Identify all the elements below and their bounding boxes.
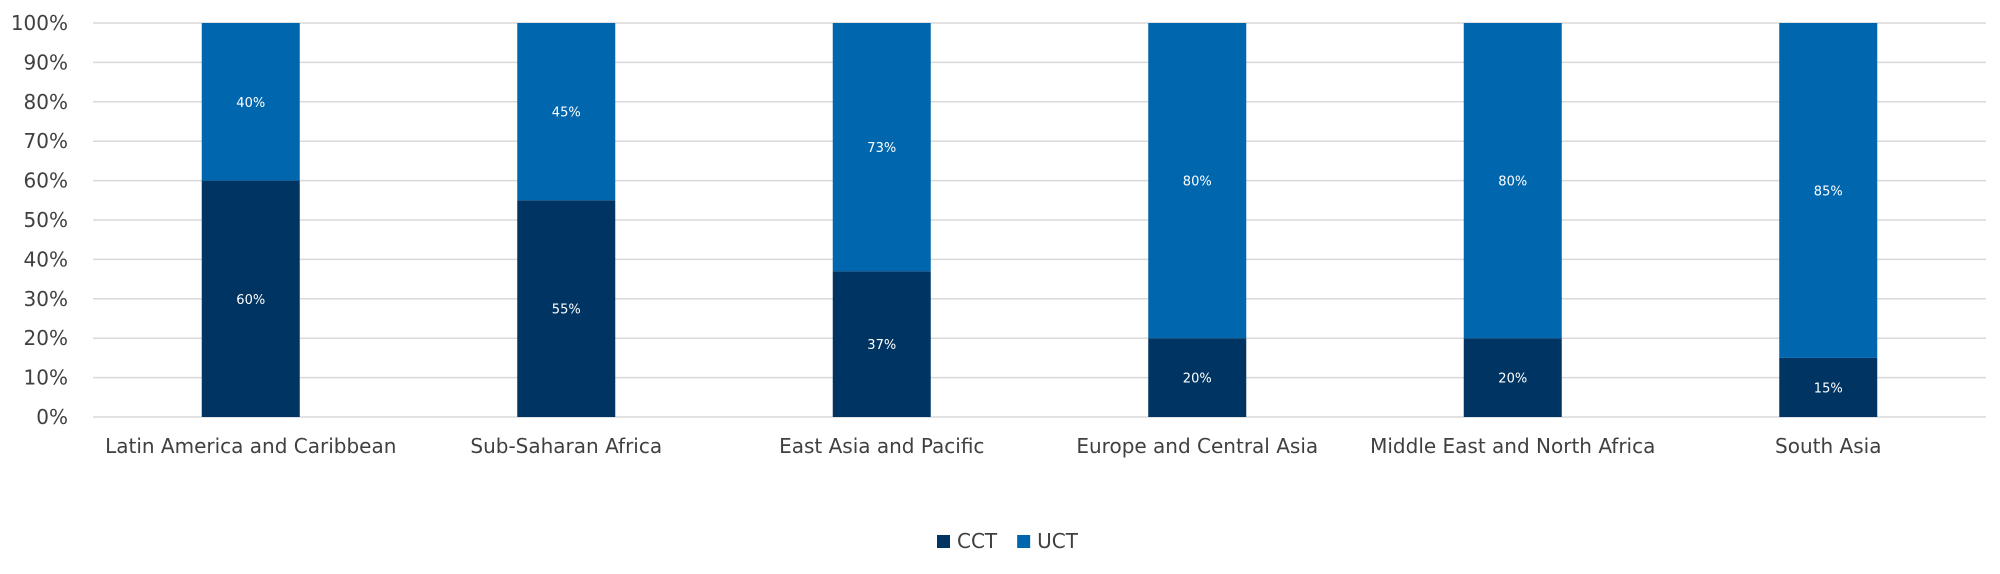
y-tick-label: 20% (24, 326, 68, 350)
y-tick-label: 0% (36, 405, 68, 429)
bar-cct (1148, 338, 1247, 417)
legend-swatch-cct (937, 535, 950, 548)
y-tick-label: 90% (24, 50, 68, 74)
x-category-label: South Asia (1775, 434, 1881, 458)
y-tick-label: 30% (24, 287, 68, 311)
data-label: 73% (867, 141, 896, 156)
y-tick-label: 60% (24, 169, 68, 193)
y-tick-label: 10% (24, 366, 68, 390)
x-category-label: Sub-Saharan Africa (470, 434, 662, 458)
x-category-label: Latin America and Caribbean (105, 434, 396, 458)
data-label: 40% (236, 96, 265, 111)
bar-cct (1779, 357, 1878, 417)
y-tick-label: 40% (24, 247, 68, 271)
bar-cct (517, 200, 616, 417)
y-tick-label: 50% (24, 208, 68, 232)
data-label: 15% (1814, 381, 1843, 396)
bar-uct (1779, 23, 1878, 358)
y-tick-label: 100% (11, 11, 68, 35)
legend-label: UCT (1037, 529, 1079, 553)
legend-label: CCT (957, 529, 998, 553)
bar-cct (832, 271, 931, 417)
x-category-label: Europe and Central Asia (1076, 434, 1318, 458)
bar-uct (832, 23, 931, 272)
bar-cct (1463, 338, 1562, 417)
bar-uct (201, 23, 300, 181)
data-label: 55% (552, 303, 581, 318)
bar-uct (1463, 23, 1562, 339)
data-label: 45% (552, 106, 581, 121)
legend-swatch-uct (1017, 535, 1031, 548)
data-label: 20% (1498, 372, 1527, 387)
bar-cct (201, 180, 300, 417)
x-category-label: Middle East and North Africa (1370, 434, 1655, 458)
y-tick-label: 80% (24, 90, 68, 114)
data-label: 80% (1183, 175, 1212, 190)
data-label: 60% (236, 293, 265, 308)
data-label: 20% (1183, 372, 1212, 387)
data-label: 85% (1814, 184, 1843, 199)
bar-uct (1148, 23, 1247, 339)
data-label: 80% (1498, 175, 1527, 190)
bar-uct (517, 23, 616, 201)
y-tick-label: 70% (24, 129, 68, 153)
data-label: 37% (867, 338, 896, 353)
x-category-label: East Asia and Pacific (779, 434, 984, 458)
